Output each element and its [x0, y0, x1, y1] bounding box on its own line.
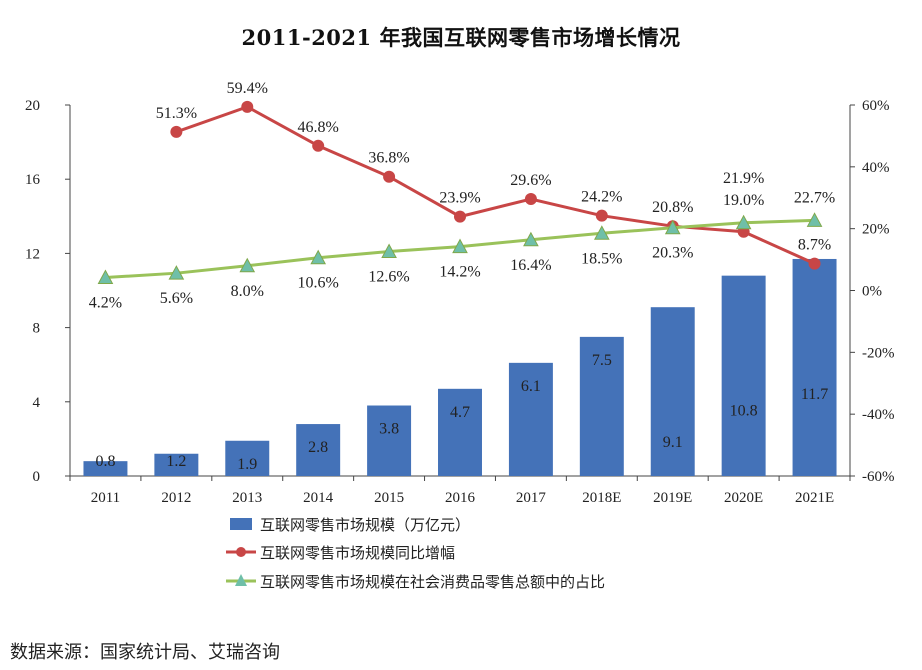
- growth-value-label: 29.6%: [510, 172, 551, 189]
- bar-value-label: 0.8: [95, 453, 115, 470]
- share-point: [239, 257, 256, 273]
- bar-value-label: 7.5: [592, 352, 612, 369]
- share-value-label: 12.6%: [368, 269, 409, 286]
- y-right-tick-label: -20%: [862, 345, 895, 361]
- growth-value-label: 51.3%: [156, 105, 197, 122]
- bar: [721, 275, 766, 476]
- x-tick-label: 2012: [161, 490, 191, 506]
- y-right-tick-label: -40%: [862, 407, 895, 423]
- growth-value-label: 46.8%: [298, 119, 339, 136]
- x-tick-label: 2017: [516, 490, 547, 506]
- share-point: [168, 265, 185, 280]
- x-tick-label: 2019E: [653, 490, 692, 506]
- y-left-tick-label: 16: [25, 172, 41, 188]
- x-tick-label: 2020E: [724, 490, 763, 506]
- share-value-label: 5.6%: [160, 290, 193, 307]
- bar: [650, 307, 695, 476]
- x-tick-label: 2014: [303, 490, 334, 506]
- bar: [792, 258, 837, 476]
- bar: [508, 362, 553, 476]
- y-right-tick-label: 40%: [862, 160, 890, 176]
- growth-value-label: 19.0%: [723, 192, 764, 209]
- share-value-label: 8.0%: [231, 283, 264, 300]
- y-right-tick-label: 20%: [862, 222, 890, 238]
- share-point: [664, 219, 681, 235]
- growth-point: [312, 139, 325, 152]
- x-tick-label: 2015: [374, 490, 404, 506]
- legend-marker-share: [235, 574, 247, 586]
- y-left-tick-label: 8: [33, 321, 41, 337]
- legend-marker-growth: [236, 547, 246, 557]
- bar: [296, 424, 341, 476]
- x-tick-label: 2018E: [582, 490, 621, 506]
- share-point: [310, 249, 327, 265]
- bar-value-label: 3.8: [379, 421, 399, 438]
- growth-value-label: 59.4%: [227, 80, 268, 97]
- y-left-tick-label: 12: [25, 246, 40, 262]
- y-right-tick-label: 0%: [862, 284, 882, 300]
- bar: [438, 388, 482, 476]
- bar: [154, 453, 199, 476]
- share-point: [97, 269, 114, 285]
- growth-point: [241, 100, 254, 113]
- share-value-label: 4.2%: [89, 295, 122, 312]
- x-tick-label: 2013: [232, 490, 262, 506]
- legend-label-share: 互联网零售市场规模在社会消费品零售总额中的占比: [260, 573, 605, 591]
- bar: [83, 461, 128, 476]
- y-right-tick-label: -60%: [862, 469, 895, 485]
- bar-value-label: 9.1: [663, 434, 683, 451]
- bar: [367, 405, 412, 476]
- share-point: [381, 243, 397, 259]
- growth-point: [454, 210, 466, 223]
- share-value-label: 21.9%: [723, 170, 764, 187]
- growth-point: [808, 257, 821, 270]
- x-tick-label: 2011: [91, 490, 120, 506]
- share-value-label: 10.6%: [298, 275, 339, 292]
- growth-point: [170, 125, 183, 138]
- share-value-label: 20.3%: [652, 245, 693, 262]
- share-point: [735, 214, 752, 230]
- growth-value-label: 20.8%: [652, 199, 693, 216]
- legend-label-bar: 互联网零售市场规模（万亿元）: [260, 516, 470, 534]
- share-value-label: 18.5%: [581, 250, 622, 267]
- y-right-tick-label: 60%: [862, 98, 890, 114]
- bar-value-label: 10.8: [730, 403, 758, 420]
- chart-title: 2011-2021 年我国互联网零售市场增长情况: [241, 25, 681, 50]
- growth-line: [175, 105, 816, 265]
- bar-value-label: 1.9: [237, 456, 257, 473]
- bar-value-label: 6.1: [521, 378, 541, 395]
- y-left-tick-label: 20: [25, 98, 40, 114]
- share-point: [452, 238, 468, 254]
- share-point: [523, 231, 539, 247]
- y-left-tick-label: 0: [33, 469, 41, 485]
- bar-value-label: 11.7: [801, 386, 828, 403]
- x-tick-label: 2016: [445, 490, 476, 506]
- share-value-label: 14.2%: [439, 264, 480, 281]
- share-point: [806, 212, 823, 227]
- growth-value-label: 24.2%: [581, 189, 622, 206]
- growth-point: [524, 192, 537, 205]
- growth-value-label: 23.9%: [439, 190, 480, 207]
- bar-value-label: 1.2: [166, 453, 186, 470]
- share-value-label: 22.7%: [794, 189, 835, 206]
- bar-value-label: 2.8: [308, 439, 328, 456]
- growth-point: [595, 209, 608, 222]
- share-point: [593, 225, 610, 240]
- growth-value-label: 36.8%: [368, 150, 409, 167]
- bar: [579, 336, 624, 476]
- source-note: 数据来源：国家统计局、艾瑞咨询: [10, 642, 280, 663]
- growth-point: [383, 170, 396, 183]
- growth-value-label: 8.7%: [798, 237, 831, 254]
- bar: [225, 440, 270, 476]
- x-tick-label: 2021E: [795, 490, 834, 506]
- legend-label-growth: 互联网零售市场规模同比增幅: [260, 544, 455, 562]
- y-left-tick-label: 4: [33, 395, 41, 411]
- share-value-label: 16.4%: [510, 257, 551, 274]
- legend-swatch-bar: [230, 518, 252, 530]
- bar-value-label: 4.7: [450, 404, 470, 421]
